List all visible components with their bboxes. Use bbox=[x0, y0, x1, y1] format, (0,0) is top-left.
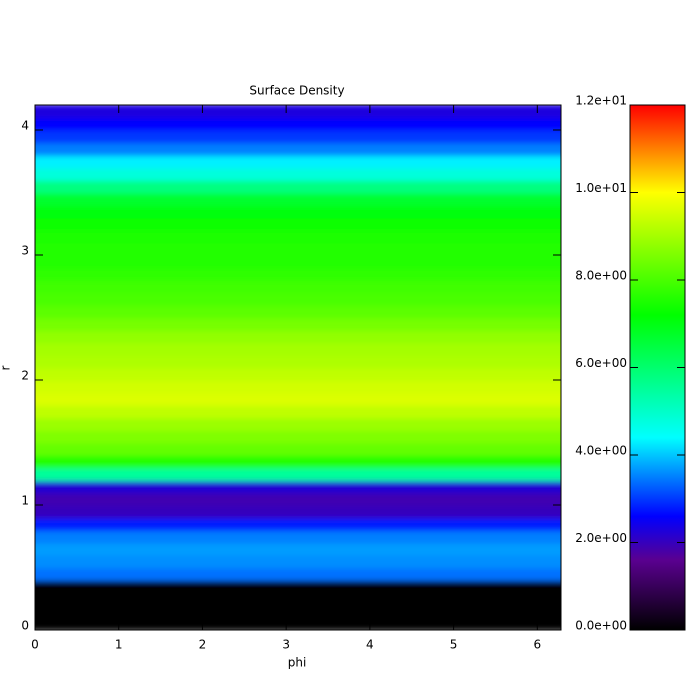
density-band bbox=[35, 341, 561, 356]
density-band bbox=[35, 566, 561, 581]
colorbar-tick-label: 0.0e+00 bbox=[575, 619, 627, 633]
y-tick-label: 4 bbox=[21, 119, 29, 133]
density-band bbox=[35, 479, 561, 494]
colorbar bbox=[629, 104, 686, 631]
density-band bbox=[35, 429, 561, 444]
density-band bbox=[35, 279, 561, 294]
colorbar-tick-label: 2.0e+00 bbox=[575, 531, 627, 545]
density-band bbox=[35, 154, 561, 169]
density-band bbox=[35, 229, 561, 244]
density-band bbox=[35, 105, 561, 119]
x-axis-label: phi bbox=[288, 656, 307, 670]
colorbar-tick-label: 1.2e+01 bbox=[575, 94, 627, 108]
density-band bbox=[35, 316, 561, 331]
density-band bbox=[35, 491, 561, 506]
density-band bbox=[35, 416, 561, 431]
x-tick-label: 3 bbox=[282, 638, 290, 652]
density-band bbox=[35, 216, 561, 231]
density-band bbox=[35, 591, 561, 606]
density-band bbox=[35, 141, 561, 156]
x-tick-label: 2 bbox=[199, 638, 207, 652]
x-tick-label: 0 bbox=[31, 638, 39, 652]
density-band bbox=[35, 329, 561, 344]
colorbar-tick-label: 8.0e+00 bbox=[575, 269, 627, 283]
colorbar-tick-label: 4.0e+00 bbox=[575, 444, 627, 458]
density-band bbox=[35, 441, 561, 456]
density-band bbox=[35, 266, 561, 281]
density-band bbox=[35, 366, 561, 381]
density-band bbox=[35, 404, 561, 419]
density-band bbox=[35, 379, 561, 394]
x-tick-label: 4 bbox=[366, 638, 374, 652]
x-tick-label: 5 bbox=[450, 638, 458, 652]
y-tick-label: 0 bbox=[21, 619, 29, 633]
colorbar-tick-label: 1.0e+01 bbox=[575, 181, 627, 195]
density-band bbox=[35, 204, 561, 219]
density-band bbox=[35, 241, 561, 256]
y-tick-label: 1 bbox=[21, 494, 29, 508]
density-band bbox=[35, 191, 561, 206]
density-band bbox=[35, 304, 561, 319]
x-tick-label: 1 bbox=[115, 638, 123, 652]
y-tick-label: 3 bbox=[21, 244, 29, 258]
density-band bbox=[35, 579, 561, 594]
density-band bbox=[35, 616, 561, 630]
density-band bbox=[35, 254, 561, 269]
density-band bbox=[35, 529, 561, 544]
density-band bbox=[35, 504, 561, 519]
density-band bbox=[35, 166, 561, 181]
plot-frame bbox=[34, 104, 562, 631]
density-band bbox=[35, 454, 561, 469]
density-band bbox=[35, 516, 561, 531]
density-band bbox=[35, 354, 561, 369]
x-tick-label: 6 bbox=[533, 638, 541, 652]
y-axis-label: r bbox=[0, 365, 13, 370]
density-band bbox=[35, 466, 561, 481]
chart-title: Surface Density bbox=[249, 84, 344, 98]
density-band bbox=[35, 179, 561, 194]
density-band bbox=[35, 541, 561, 556]
density-band bbox=[35, 116, 561, 131]
density-band bbox=[35, 554, 561, 569]
density-band bbox=[35, 391, 561, 406]
density-field bbox=[35, 105, 561, 630]
y-tick-label: 2 bbox=[21, 369, 29, 383]
density-band bbox=[35, 129, 561, 144]
density-band bbox=[35, 291, 561, 306]
density-band bbox=[35, 604, 561, 619]
colorbar-tick-label: 6.0e+00 bbox=[575, 356, 627, 370]
